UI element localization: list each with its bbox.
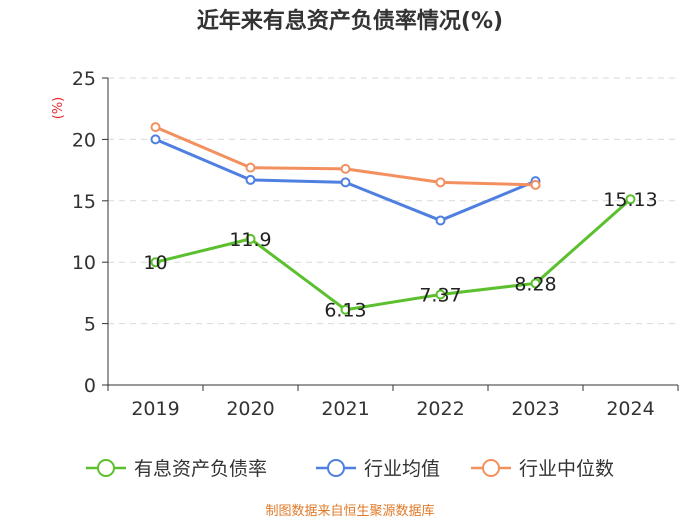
series-line-0 bbox=[156, 199, 631, 310]
y-tick-label: 20 bbox=[72, 129, 96, 151]
series-point-1 bbox=[152, 135, 160, 143]
series-point-2 bbox=[152, 123, 160, 131]
x-tick-label: 2024 bbox=[606, 398, 654, 420]
x-tick-label: 2023 bbox=[511, 398, 559, 420]
axes: 0 5 10 15 20 25 2019 2020 2021 2022 2023 2024 bbox=[72, 68, 678, 420]
series-point-2 bbox=[247, 164, 255, 172]
x-tick-label: 2019 bbox=[131, 398, 179, 420]
data-label: 10 bbox=[143, 252, 167, 274]
legend: 有息资产负债率 行业均值 行业中位数 bbox=[86, 458, 614, 480]
series-point-2 bbox=[532, 181, 540, 189]
line-chart: 近年来有息资产负债率情况(%) (%) 0 5 10 15 20 25 2019 2020 20… bbox=[0, 0, 700, 525]
series-lines bbox=[152, 123, 635, 314]
data-label: 6.13 bbox=[324, 300, 366, 322]
series-point-2 bbox=[342, 165, 350, 173]
data-label: 8.28 bbox=[514, 273, 556, 295]
x-tick-label: 2020 bbox=[226, 398, 274, 420]
data-label: 7.37 bbox=[419, 284, 461, 306]
data-label: 11.9 bbox=[229, 229, 271, 251]
series-line-2 bbox=[156, 127, 536, 185]
y-tick-label: 15 bbox=[72, 191, 96, 213]
x-tick-label: 2021 bbox=[321, 398, 369, 420]
x-tick-label: 2022 bbox=[416, 398, 464, 420]
legend-label: 行业中位数 bbox=[519, 458, 614, 480]
series-point-2 bbox=[437, 178, 445, 186]
legend-marker-icon bbox=[328, 460, 344, 476]
y-tick-label: 25 bbox=[72, 68, 96, 90]
legend-label: 行业均值 bbox=[364, 458, 440, 480]
series-point-1 bbox=[342, 178, 350, 186]
series-point-1 bbox=[247, 176, 255, 184]
y-tick-label: 10 bbox=[72, 252, 96, 274]
chart-title: 近年来有息资产负债率情况(%) bbox=[197, 8, 503, 34]
legend-marker-icon bbox=[483, 460, 499, 476]
legend-label: 有息资产负债率 bbox=[134, 458, 267, 480]
source-note: 制图数据来自恒生聚源数据库 bbox=[265, 503, 434, 519]
legend-marker-icon bbox=[98, 460, 114, 476]
y-tick-label: 0 bbox=[84, 375, 96, 397]
series-point-1 bbox=[437, 216, 445, 224]
data-label: 15.13 bbox=[603, 189, 657, 211]
y-axis-unit: (%) bbox=[51, 97, 66, 120]
y-tick-label: 5 bbox=[84, 314, 96, 336]
